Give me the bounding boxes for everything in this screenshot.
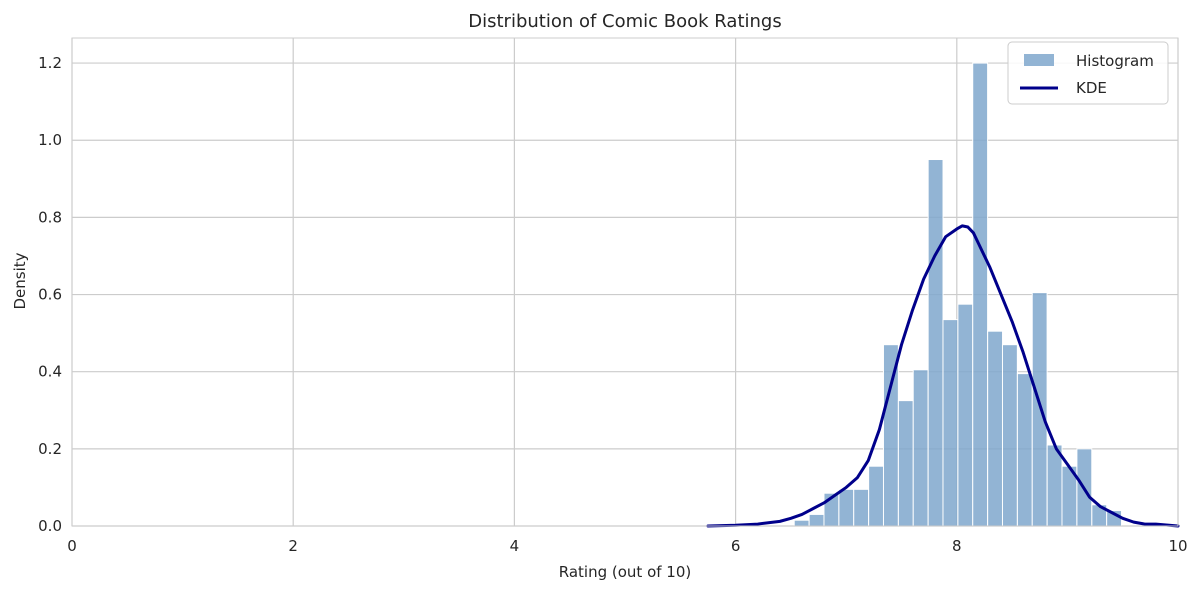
histogram-bar-9 <box>927 159 944 527</box>
histogram-bar-15 <box>1016 373 1033 527</box>
y-tick-label-1.0: 1.0 <box>38 131 62 149</box>
x-axis-ticks: 0 2 4 6 8 10 <box>67 537 1187 555</box>
y-tick-label-0.8: 0.8 <box>38 208 62 226</box>
x-tick-label-2: 2 <box>288 537 298 555</box>
x-axis-label: Rating (out of 10) <box>559 563 691 581</box>
x-tick-label-8: 8 <box>952 537 962 555</box>
histogram-bars <box>793 62 1123 527</box>
histogram-bar-14 <box>1001 344 1018 527</box>
kde-line <box>706 224 1180 528</box>
histogram-bar-10 <box>942 319 959 527</box>
histogram-bar-1 <box>808 513 825 527</box>
histogram-bar-13 <box>987 330 1004 527</box>
y-axis-label: Density <box>11 252 29 309</box>
chart-title: Distribution of Comic Book Ratings <box>468 11 781 32</box>
x-tick-label-4: 4 <box>510 537 520 555</box>
histogram-bar-11 <box>957 303 974 527</box>
x-tick-label-10: 10 <box>1168 537 1187 555</box>
y-tick-label-1.2: 1.2 <box>38 54 62 72</box>
histogram-bar-8 <box>912 369 929 527</box>
y-tick-label-0.0: 0.0 <box>38 517 62 535</box>
plot-frame <box>71 37 1179 527</box>
histogram-bar-17 <box>1046 444 1063 527</box>
y-tick-label-0.2: 0.2 <box>38 440 62 458</box>
legend: Histogram KDE <box>1007 41 1169 105</box>
histogram-bar-16 <box>1031 292 1048 527</box>
x-tick-label-6: 6 <box>731 537 741 555</box>
histogram-bar-3 <box>838 488 855 527</box>
histogram-bar-5 <box>868 465 885 527</box>
y-axis-ticks: 0.0 0.2 0.4 0.6 0.8 1.0 1.2 <box>38 54 62 535</box>
histogram-bar-0 <box>793 519 810 527</box>
histogram-bar-7 <box>897 400 914 527</box>
histogram-bar-6 <box>882 344 899 527</box>
y-tick-label-0.4: 0.4 <box>38 363 62 381</box>
legend-kde-label: KDE <box>1076 79 1107 97</box>
y-tick-label-0.6: 0.6 <box>38 286 62 304</box>
histogram-bar-4 <box>853 488 870 527</box>
legend-histogram-label: Histogram <box>1076 52 1154 70</box>
histogram-bar-12 <box>972 62 989 527</box>
x-tick-label-0: 0 <box>67 537 77 555</box>
legend-histogram-swatch <box>1024 54 1054 66</box>
